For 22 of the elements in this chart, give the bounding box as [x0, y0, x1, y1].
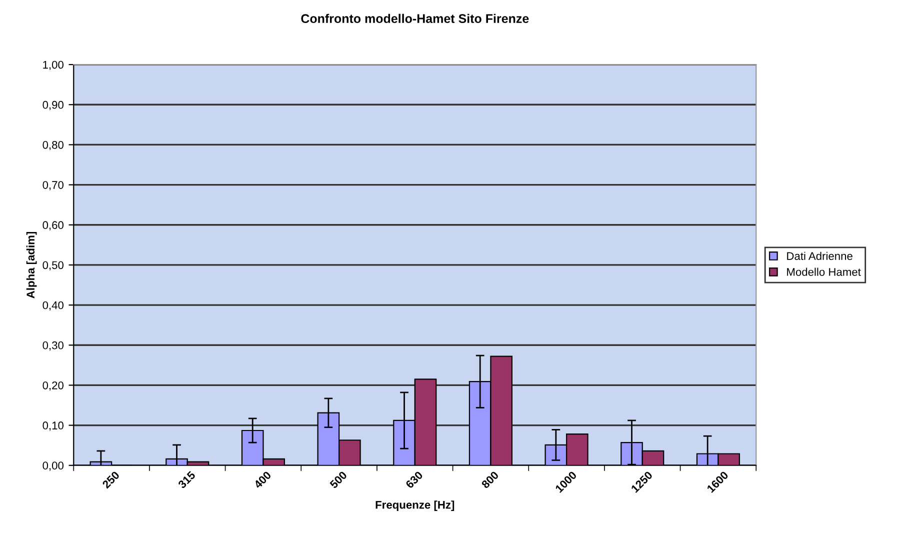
x-axis-title: Frequenze [Hz] [376, 500, 454, 511]
chart-title: Confronto modello-Hamet Sito Firenze [301, 14, 529, 24]
x-tick-label: 250 [102, 470, 120, 489]
y-axis-title: Alpha [adim] [26, 232, 37, 298]
y-tick-label: 0,40 [42, 301, 64, 310]
x-tick-label: 800 [480, 470, 500, 489]
x-tick-label: 630 [405, 470, 424, 489]
x-tick-label: 315 [178, 470, 196, 489]
y-tick-label: 0,00 [42, 462, 64, 471]
y-tick-label: 1,00 [43, 60, 64, 70]
y-tick-label: 0,80 [42, 140, 64, 150]
y-tick-label: 0,10 [42, 422, 64, 431]
y-tick-label: 0,90 [42, 100, 64, 110]
y-tick-label: 0,60 [42, 221, 64, 230]
legend-label: Modello Hamet [787, 268, 861, 276]
y-tick-label: 0,70 [42, 181, 64, 190]
x-tick-label: 500 [329, 470, 348, 489]
y-tick-label: 0,20 [42, 381, 64, 391]
y-tick-label: 0,50 [42, 261, 64, 270]
x-tick-label: 400 [253, 470, 272, 489]
legend-label: Dati Adrienne [787, 252, 852, 260]
y-tick-label: 0,30 [42, 341, 64, 351]
